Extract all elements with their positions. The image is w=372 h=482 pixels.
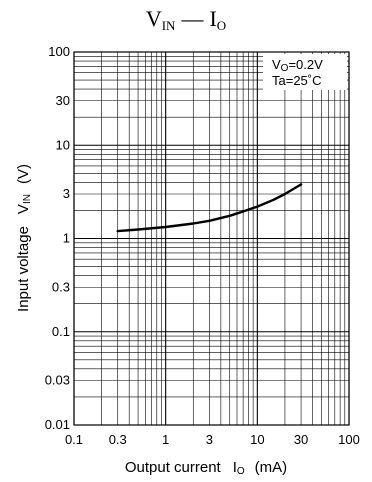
plot-frame: [73, 51, 350, 426]
x-axis-label: Output current IO (mA): [125, 459, 287, 477]
y-tick-label: 1: [63, 231, 70, 246]
x-tick-label: 30: [294, 432, 308, 447]
y-tick-label: 3: [63, 186, 70, 201]
x-tick-labels: 0.1 0.3 1 3 10 30 100: [65, 432, 360, 447]
annotation-vo: VO=0.2V: [272, 57, 323, 74]
y-tick-label: 30: [56, 93, 70, 108]
x-tick-label: 1: [162, 432, 169, 447]
series-line-0: [116, 183, 303, 233]
y-tick-labels: 100 30 10 3 1 0.3 0.1 0.03 0.01: [45, 44, 70, 432]
y-tick-label: 0.1: [52, 324, 70, 339]
x-tick-label: 10: [250, 432, 264, 447]
y-tick-label: 0.3: [52, 279, 70, 294]
x-tick-label: 3: [206, 432, 213, 447]
y-tick-label: 100: [48, 44, 70, 59]
legend-box: [263, 54, 347, 90]
series-layer: [116, 183, 303, 233]
y-tick-label: 0.01: [45, 417, 70, 432]
x-tick-label: 0.1: [65, 432, 83, 447]
chart-title: VIN — IO: [145, 6, 227, 33]
y-axis-label: Input voltageVIN(V): [15, 164, 33, 312]
x-tick-label: 100: [338, 432, 360, 447]
y-tick-label: 0.03: [45, 373, 70, 388]
annotation-ta: Ta=25˚C: [272, 73, 322, 88]
y-tick-label: 10: [56, 137, 70, 152]
x-tick-label: 0.3: [109, 432, 127, 447]
